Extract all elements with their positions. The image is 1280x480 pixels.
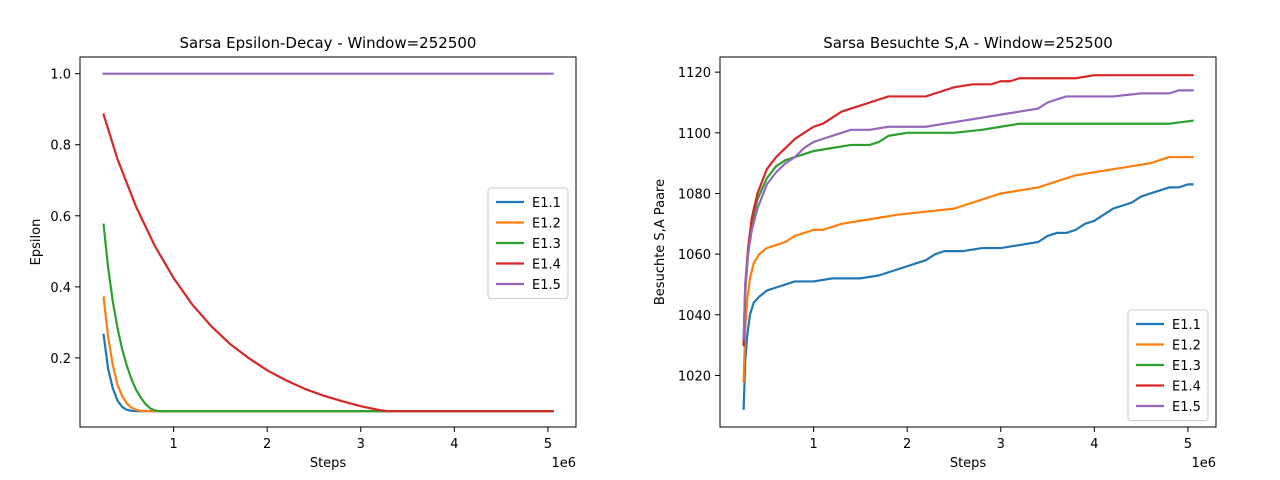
chart-title: Sarsa Epsilon-Decay - Window=252500 [180,34,477,52]
legend-entry: E1.3 [532,237,561,252]
legend-entry: E1.1 [532,196,561,211]
visited-state-action-chart: 1 2 3 4 5 1020 1040 1060 1080 1100 1120 1e6 Sarsa Be… [653,34,1217,471]
series-line-e1-1 [742,183,1194,410]
x-tick-label: 5 [1184,437,1192,452]
x-tick-label: 3 [997,437,1005,452]
legend-entry: E1.4 [1172,380,1201,395]
legend: E1.1 E1.2 E1.3 E1.4 E1.5 [487,187,569,299]
x-axis-label: Steps [310,456,347,471]
y-tick-label: 1060 [678,248,711,263]
epsilon-decay-chart: 1 2 3 4 5 0.2 0.4 0.6 0.8 1.0 1e6 Sarsa Epsilon-Dec… [29,34,577,471]
y-tick-label: 1080 [678,187,711,202]
y-tick-label: 0.4 [50,281,71,296]
legend-entry: E1.2 [532,217,561,232]
chart-title: Sarsa Besuchte S,A - Window=252500 [823,34,1113,52]
x-tick-label: 3 [357,437,365,452]
series-line-e1-5 [742,89,1194,341]
y-tick-label: 0.6 [50,210,71,225]
legend-entry: E1.1 [1172,318,1201,333]
x-tick-label: 4 [1090,437,1098,452]
axes-frame [719,56,1217,428]
y-tick-label: 1040 [678,309,711,324]
legend-entry: E1.5 [532,278,561,293]
legend-entry: E1.4 [532,258,561,273]
x-axis-label: Steps [950,456,987,471]
series-line-e1-2 [742,155,1194,383]
series-line-e1-3 [742,119,1194,347]
legend-entry: E1.2 [1172,339,1201,354]
y-tick-label: 1100 [678,127,711,142]
y-axis-label: Besuchte S,A Paare [653,179,668,305]
y-axis-label: Epsilon [29,219,44,266]
axes-frame [79,56,577,428]
legend-entry: E1.3 [1172,359,1201,374]
y-tick-label: 1120 [678,66,711,81]
x-offset-label: 1e6 [1191,456,1216,471]
legend-entry: E1.5 [1172,400,1201,415]
x-offset-label: 1e6 [551,456,576,471]
x-tick-label: 4 [450,437,458,452]
series-line-e1-4 [102,113,554,413]
y-tick-label: 1020 [678,369,711,384]
series-line-e1-3 [102,223,554,413]
x-tick-label: 2 [903,437,911,452]
legend-box [487,187,569,299]
y-tick-label: 0.8 [50,139,71,154]
x-tick-label: 5 [544,437,552,452]
y-tick-label: 1.0 [50,68,71,83]
x-tick-label: 1 [809,437,817,452]
legend-box [1127,309,1209,421]
legend: E1.1 E1.2 E1.3 E1.4 E1.5 [1127,309,1209,421]
y-tick-label: 0.2 [50,352,71,367]
series-line-e1-4 [742,74,1194,347]
x-tick-label: 1 [169,437,177,452]
x-tick-label: 2 [263,437,271,452]
